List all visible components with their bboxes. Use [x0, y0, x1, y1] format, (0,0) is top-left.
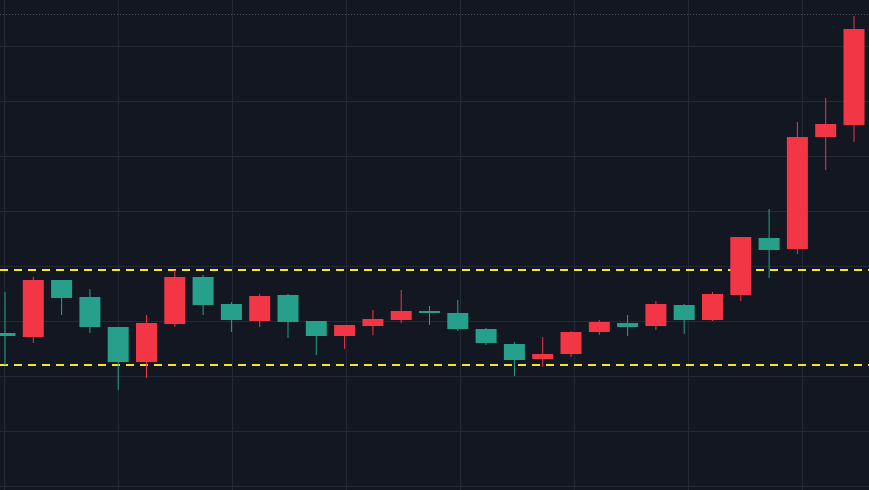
- candle-down[interactable]: [730, 237, 752, 301]
- candle-down[interactable]: [362, 310, 384, 335]
- candle-down[interactable]: [334, 325, 356, 349]
- candle-body: [192, 277, 214, 305]
- candle-body: [419, 311, 440, 313]
- candle-down[interactable]: [786, 122, 808, 254]
- candle-body: [390, 311, 412, 320]
- candle-body: [447, 313, 469, 329]
- candle-body: [107, 327, 129, 362]
- candle-body: [758, 238, 780, 250]
- candle-down[interactable]: [249, 294, 271, 327]
- candle-body: [362, 319, 384, 326]
- candle-body: [79, 297, 101, 327]
- candle-body: [249, 296, 271, 321]
- candle-body: [815, 124, 837, 137]
- candle-body: [786, 137, 808, 249]
- candle-body: [730, 237, 752, 295]
- candle-up[interactable]: [503, 342, 525, 376]
- candle-body: [277, 295, 299, 322]
- candle-body: [334, 325, 356, 336]
- candle-down[interactable]: [164, 270, 186, 327]
- candle-up[interactable]: [192, 275, 214, 315]
- candle-body: [560, 332, 582, 354]
- candle-up[interactable]: [107, 327, 129, 390]
- candle-body: [0, 333, 16, 336]
- candle-body: [475, 329, 497, 343]
- candle-up[interactable]: [79, 289, 101, 333]
- candle-up[interactable]: [51, 280, 73, 315]
- candle-body: [164, 277, 186, 324]
- candle-down[interactable]: [702, 292, 723, 321]
- candle-body: [588, 322, 610, 332]
- candle-body: [503, 344, 525, 360]
- candle-down[interactable]: [136, 315, 157, 378]
- candle-down[interactable]: [532, 337, 554, 367]
- candle-body: [136, 323, 157, 362]
- candle-down[interactable]: [390, 290, 412, 323]
- candle-body: [702, 294, 723, 320]
- candle-down[interactable]: [22, 277, 44, 343]
- candle-body: [673, 305, 695, 320]
- candle-body: [305, 321, 327, 336]
- candle-up[interactable]: [475, 328, 497, 345]
- candle-down[interactable]: [815, 98, 837, 170]
- candle-body: [617, 323, 639, 327]
- candle-down[interactable]: [560, 331, 582, 357]
- candle-up[interactable]: [617, 315, 639, 336]
- candle-down[interactable]: [843, 16, 865, 142]
- level-lines: [0, 269, 869, 366]
- candle-up[interactable]: [419, 306, 440, 325]
- candle-up[interactable]: [277, 294, 299, 338]
- candle-down[interactable]: [588, 320, 610, 335]
- candles: [0, 16, 865, 390]
- candle-up[interactable]: [758, 209, 780, 278]
- candle-body: [843, 29, 865, 125]
- candle-body: [532, 354, 554, 359]
- candle-body: [22, 280, 44, 337]
- candle-up[interactable]: [220, 302, 242, 332]
- candle-up[interactable]: [447, 300, 469, 331]
- candle-up[interactable]: [0, 292, 16, 365]
- candle-body: [220, 304, 242, 320]
- candle-up[interactable]: [673, 304, 695, 334]
- candle-up[interactable]: [305, 321, 327, 355]
- candle-down[interactable]: [645, 301, 667, 330]
- candle-body: [51, 280, 73, 298]
- candle-body: [645, 304, 667, 326]
